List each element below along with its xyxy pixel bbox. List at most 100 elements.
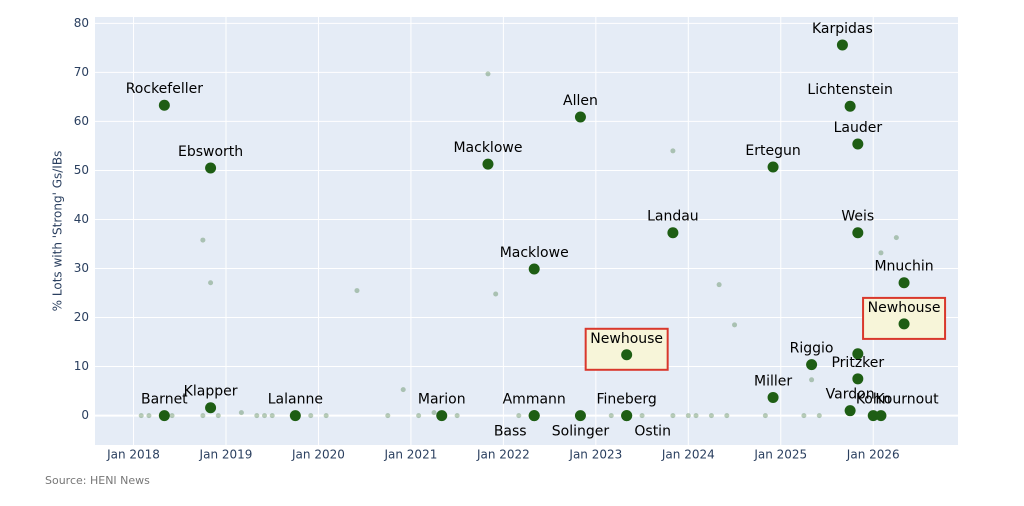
x-tick-label: Jan 2020 (291, 448, 345, 462)
point (898, 277, 910, 289)
point (621, 349, 633, 361)
x-tick-label: Jan 2024 (661, 448, 715, 462)
minor-point (693, 413, 699, 419)
x-tick-label: Jan 2022 (476, 448, 530, 462)
y-tick-label: 80 (74, 16, 89, 30)
minor-point (385, 413, 391, 419)
plot-area (95, 17, 958, 445)
point (528, 263, 540, 275)
minor-point (878, 250, 884, 256)
source: Source: HENI News (45, 474, 150, 487)
x-tick-label: Jan 2021 (383, 448, 437, 462)
minor-point (816, 413, 822, 419)
point (836, 39, 848, 51)
y-tick-label: 10 (74, 359, 89, 373)
minor-point (200, 237, 206, 243)
minor-point (732, 322, 738, 328)
point (852, 373, 864, 385)
grid: 0 10 20 30 40 50 60 70 80 Jan 2018 Jan 2019 Jan 202… (74, 16, 958, 462)
x-tick-label: Jan 2026 (846, 448, 900, 462)
point-label: Marion (418, 392, 466, 408)
point (482, 158, 494, 170)
point (205, 402, 217, 414)
point-label: Ostin (634, 424, 671, 440)
point (767, 391, 779, 403)
x-tick-label: Jan 2023 (568, 448, 622, 462)
point-label: Pritzker (831, 355, 884, 371)
point-label: Bass (494, 424, 527, 440)
x-tick-label: Jan 2019 (199, 448, 253, 462)
minor-point (416, 413, 422, 419)
point (852, 348, 864, 360)
minor-point (454, 413, 460, 419)
point-label: Karpidas (812, 21, 873, 37)
point-label: Newhouse (868, 300, 941, 316)
minor-point (762, 413, 768, 419)
y-tick-label: 70 (74, 65, 89, 79)
point (158, 410, 170, 422)
minor-point (323, 413, 329, 419)
x-tick-label: Jan 2025 (753, 448, 807, 462)
y-tick-label: 30 (74, 261, 89, 275)
point (574, 410, 586, 422)
minor-point (685, 413, 691, 419)
minor-point (208, 280, 214, 286)
point-label: Landau (647, 209, 699, 225)
minor-point (485, 71, 491, 77)
point-label: Miller (754, 373, 792, 389)
minor-point (138, 413, 144, 419)
minor-point (516, 413, 522, 419)
point-label: Vardon (826, 387, 875, 403)
point-label: Weis (841, 209, 874, 225)
point (898, 318, 910, 330)
y-tick-label: 60 (74, 114, 89, 128)
y-axis-title: % Lots with 'Strong' Gs/IBs (51, 151, 65, 312)
point (806, 359, 818, 371)
point-label: Lauder (834, 120, 883, 136)
point (844, 100, 856, 112)
minor-point (801, 413, 807, 419)
minor-point (608, 413, 614, 419)
point-label: Ertegun (745, 143, 800, 159)
minor-point (670, 148, 676, 154)
point-label: Allen (563, 93, 598, 109)
minor-point (708, 413, 714, 419)
point-label: Solinger (552, 424, 610, 440)
minor-point (262, 413, 268, 419)
point-label: Newhouse (590, 331, 663, 347)
point-label: Kohn (856, 392, 891, 408)
minor-point (146, 413, 152, 419)
minor-point (724, 413, 730, 419)
y-tick-label: 0 (81, 408, 89, 422)
point-label: Kournout (875, 392, 939, 408)
minor-point (254, 413, 260, 419)
point (574, 111, 586, 123)
point-label: Fineberg (597, 392, 657, 408)
y-tick-label: 20 (74, 310, 89, 324)
minor-point (215, 413, 221, 419)
point-label: Lichtenstein (807, 82, 892, 98)
point-label: Macklowe (500, 245, 569, 261)
y-tick-label: 40 (74, 212, 89, 226)
minor-point (269, 413, 275, 419)
minor-point (238, 410, 244, 416)
point (667, 227, 679, 239)
point-label: Ebsworth (178, 144, 243, 160)
point (289, 410, 301, 422)
point (844, 405, 856, 417)
x-tick-label: Jan 2018 (106, 448, 160, 462)
point-label: Mnuchin (874, 259, 933, 275)
marks: Rockefeller Barnet Ebsworth Klapper Lalanne M… (126, 21, 947, 440)
minor-point (893, 235, 899, 241)
minor-point (431, 410, 437, 416)
point (621, 410, 633, 422)
point (158, 99, 170, 111)
minor-point (169, 413, 175, 419)
minor-point (308, 413, 314, 419)
minor-point (639, 413, 645, 419)
point (767, 161, 779, 173)
point-label: Riggio (790, 341, 834, 357)
point (852, 138, 864, 150)
minor-point (716, 282, 722, 288)
